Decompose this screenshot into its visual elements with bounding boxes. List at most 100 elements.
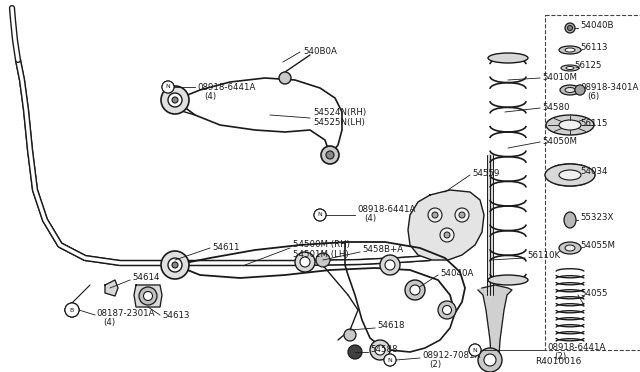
Circle shape [326, 151, 334, 159]
Text: 54524N(RH): 54524N(RH) [313, 108, 366, 116]
Circle shape [442, 305, 451, 314]
Ellipse shape [546, 115, 594, 135]
Text: 56125: 56125 [574, 61, 602, 71]
Polygon shape [408, 190, 484, 260]
Text: 540B0A: 540B0A [303, 48, 337, 57]
Circle shape [161, 86, 189, 114]
Circle shape [384, 354, 396, 366]
Text: 54611: 54611 [212, 244, 239, 253]
Circle shape [459, 212, 465, 218]
Circle shape [469, 344, 481, 356]
Circle shape [321, 146, 339, 164]
Text: N: N [388, 357, 392, 362]
Ellipse shape [559, 242, 581, 254]
Text: 54040B: 54040B [580, 22, 614, 31]
Ellipse shape [488, 53, 528, 63]
Text: 56115: 56115 [580, 119, 607, 128]
Text: 56113: 56113 [580, 44, 607, 52]
Circle shape [314, 209, 326, 221]
Text: 54580: 54580 [542, 103, 570, 112]
Text: 55323X: 55323X [580, 214, 613, 222]
Circle shape [139, 287, 157, 305]
Ellipse shape [566, 67, 574, 70]
Text: 56110K: 56110K [527, 251, 560, 260]
Circle shape [375, 345, 385, 355]
Circle shape [65, 303, 79, 317]
Text: 54525N(LH): 54525N(LH) [313, 118, 365, 126]
Circle shape [575, 85, 585, 95]
Text: (4): (4) [364, 215, 376, 224]
Text: 54055: 54055 [580, 289, 607, 298]
Text: 54034: 54034 [580, 167, 607, 176]
Circle shape [568, 26, 573, 31]
Circle shape [168, 93, 182, 107]
Text: (4): (4) [204, 92, 216, 100]
Text: N: N [166, 84, 170, 90]
Circle shape [469, 344, 481, 356]
Ellipse shape [545, 164, 595, 186]
Ellipse shape [488, 275, 528, 285]
Circle shape [444, 232, 450, 238]
Text: N: N [472, 347, 477, 353]
Circle shape [428, 208, 442, 222]
Text: B: B [70, 308, 74, 312]
Circle shape [143, 292, 152, 301]
Text: N: N [578, 87, 582, 93]
Text: 54618: 54618 [377, 321, 404, 330]
Ellipse shape [565, 48, 575, 52]
Text: 5458B+A: 5458B+A [362, 246, 403, 254]
Circle shape [65, 303, 79, 317]
Text: 08918-6441A: 08918-6441A [197, 83, 255, 92]
Circle shape [575, 85, 585, 95]
Text: (4): (4) [103, 317, 115, 327]
Text: 54010M: 54010M [542, 74, 577, 83]
Ellipse shape [564, 212, 576, 228]
Circle shape [380, 255, 400, 275]
Text: R4010016: R4010016 [535, 357, 581, 366]
Polygon shape [134, 285, 162, 307]
Circle shape [316, 253, 330, 267]
Text: 54614: 54614 [132, 273, 159, 282]
Circle shape [279, 72, 291, 84]
Circle shape [384, 354, 396, 366]
Text: 54040A: 54040A [440, 269, 474, 278]
Text: 08918-6441A: 08918-6441A [547, 343, 605, 353]
Text: 54050M: 54050M [542, 138, 577, 147]
Circle shape [295, 252, 315, 272]
Text: 54500M (RH): 54500M (RH) [293, 240, 350, 248]
Text: (2): (2) [429, 360, 441, 369]
Circle shape [161, 251, 189, 279]
Text: 08918-6441A: 08918-6441A [357, 205, 415, 215]
Circle shape [385, 260, 395, 270]
Text: N: N [472, 347, 477, 353]
Ellipse shape [561, 65, 579, 71]
Ellipse shape [565, 245, 575, 251]
Polygon shape [105, 280, 118, 296]
Circle shape [172, 262, 178, 268]
Circle shape [162, 81, 174, 93]
Text: 54613: 54613 [162, 311, 189, 320]
Ellipse shape [559, 120, 581, 130]
Text: 54559: 54559 [472, 169, 499, 177]
Text: (6): (6) [587, 93, 599, 102]
Text: N: N [166, 84, 170, 90]
Circle shape [344, 329, 356, 341]
Circle shape [455, 208, 469, 222]
Circle shape [478, 348, 502, 372]
Text: N: N [388, 357, 392, 362]
Text: 54501M (LH): 54501M (LH) [293, 250, 349, 259]
Circle shape [440, 228, 454, 242]
Ellipse shape [560, 85, 580, 95]
Text: 08912-7081A: 08912-7081A [422, 352, 481, 360]
Text: 54055M: 54055M [580, 241, 615, 250]
Circle shape [300, 257, 310, 267]
Text: N: N [317, 212, 323, 218]
Text: B: B [70, 308, 74, 312]
Circle shape [432, 212, 438, 218]
Circle shape [348, 345, 362, 359]
Text: 08187-2301A: 08187-2301A [96, 308, 154, 317]
Circle shape [314, 209, 326, 221]
Circle shape [438, 301, 456, 319]
Text: 08918-3401A: 08918-3401A [580, 83, 638, 93]
Circle shape [172, 97, 178, 103]
